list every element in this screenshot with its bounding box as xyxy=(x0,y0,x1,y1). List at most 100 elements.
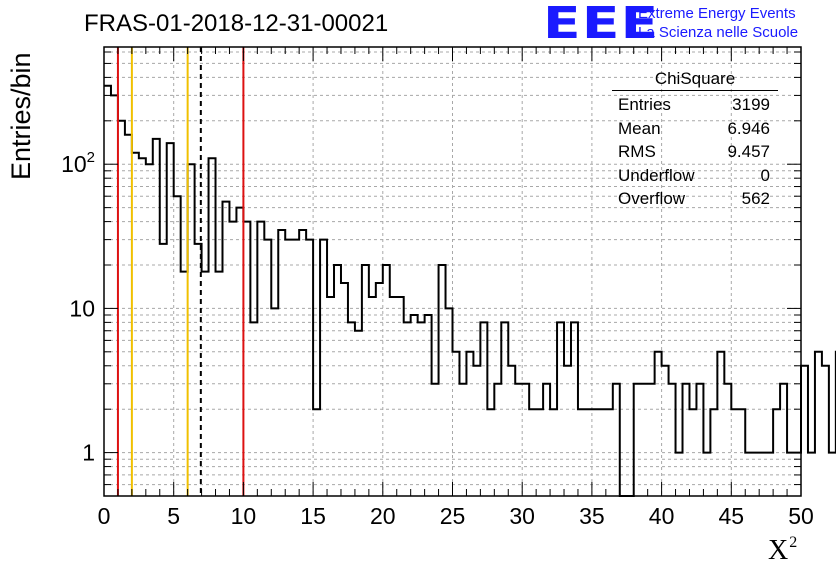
stat-row-entries: Entries 3199 xyxy=(612,93,778,117)
x-tick-label: 20 xyxy=(370,503,396,529)
stat-value: 562 xyxy=(741,189,770,208)
histogram-bin xyxy=(348,322,355,496)
histogram-bin xyxy=(696,384,703,496)
histogram-bin xyxy=(501,322,508,496)
histogram-bin xyxy=(773,409,780,496)
histogram-bin xyxy=(278,230,285,496)
histogram-bin xyxy=(731,409,738,496)
histogram-bin xyxy=(487,409,494,496)
histogram-bin xyxy=(453,352,460,496)
x-tick-label: 30 xyxy=(509,503,535,529)
histogram-bin xyxy=(292,240,299,496)
x-tick-label: 15 xyxy=(300,503,326,529)
histogram-series xyxy=(104,84,836,497)
histogram-bin xyxy=(585,409,592,496)
histogram-bin xyxy=(125,135,132,496)
histogram-bin xyxy=(473,366,480,496)
histogram-bin xyxy=(599,409,606,496)
stat-label: RMS xyxy=(618,142,656,161)
histogram-bin xyxy=(662,366,669,496)
histogram-bin xyxy=(425,315,432,496)
histogram-bin xyxy=(383,265,390,496)
histogram-bin xyxy=(522,384,529,496)
histogram-bin xyxy=(515,384,522,496)
histogram-bin xyxy=(236,208,243,496)
x-tick-label: 0 xyxy=(98,503,111,529)
stats-box-title: ChiSquare xyxy=(612,68,778,91)
histogram-bin xyxy=(181,272,188,496)
histogram-bin xyxy=(508,366,515,496)
histogram-bin xyxy=(153,139,160,496)
histogram-bin xyxy=(669,384,676,496)
histogram-bin xyxy=(829,453,836,496)
histogram-bin xyxy=(418,322,425,496)
x-tick-label: 50 xyxy=(788,503,814,529)
histogram-bin xyxy=(320,240,327,496)
histogram-bin xyxy=(550,409,557,496)
histogram-bin xyxy=(564,366,571,496)
stat-row-rms: RMS 9.457 xyxy=(612,140,778,164)
histogram-bin xyxy=(529,409,536,496)
histogram-bin xyxy=(167,143,174,496)
histogram-bin xyxy=(466,352,473,496)
histogram-bin xyxy=(480,322,487,496)
x-tick-label: 10 xyxy=(231,503,257,529)
histogram-bin xyxy=(439,265,446,496)
histogram-bin xyxy=(808,453,815,496)
histogram-bin xyxy=(766,453,773,496)
histogram-bin xyxy=(759,453,766,496)
histogram-bin xyxy=(132,153,139,496)
stat-label: Underflow xyxy=(618,165,695,185)
x-tick-label: 25 xyxy=(440,503,466,529)
histogram-bin xyxy=(306,240,313,496)
y-tick-label: 1 xyxy=(82,440,95,466)
logo-line-2: La Scienza nelle Scuole xyxy=(638,24,799,41)
x-tick-label: 5 xyxy=(167,503,180,529)
stat-value: 3199 xyxy=(732,95,770,114)
histogram-bin xyxy=(285,240,292,496)
stat-row-mean: Mean 6.946 xyxy=(612,117,778,141)
histogram-bin xyxy=(299,230,306,496)
histogram-bin xyxy=(717,352,724,496)
histogram-bin xyxy=(243,222,250,496)
y-tick-label-base: 10 xyxy=(61,151,87,177)
histogram-bin xyxy=(313,409,320,496)
x-tick-label: 35 xyxy=(579,503,605,529)
histogram-bin xyxy=(327,297,334,496)
histogram-bin xyxy=(139,158,146,496)
y-tick-label: 10 xyxy=(69,295,95,321)
histogram-bin xyxy=(209,158,216,496)
logo-caption: Extreme Energy Events La Scienza nelle S… xyxy=(638,4,798,42)
histogram-bin xyxy=(641,384,648,496)
stat-value: 6.946 xyxy=(727,118,770,138)
histogram-bin xyxy=(703,453,710,496)
histogram-bin xyxy=(264,240,271,496)
histogram-bin xyxy=(655,352,662,496)
histogram-bin xyxy=(815,352,822,496)
stat-label: Mean xyxy=(618,118,661,138)
stat-row-underflow: Underflow 0 xyxy=(612,164,778,188)
x-tick-label: 45 xyxy=(719,503,745,529)
histogram-bin xyxy=(334,265,341,496)
histogram-bin xyxy=(271,308,278,496)
logo-line-1: Extreme Energy Events xyxy=(638,5,796,22)
histogram-bin xyxy=(745,453,752,496)
histogram-bin xyxy=(216,272,223,496)
y-tick-label-base: 1 xyxy=(82,440,95,466)
histogram-bin xyxy=(571,322,578,496)
x-axis-label: X2 xyxy=(768,534,797,567)
histogram-bin xyxy=(648,384,655,496)
histogram-bin xyxy=(822,366,829,496)
histogram-bin xyxy=(689,409,696,496)
histogram-bin xyxy=(432,384,439,496)
stats-box: ChiSquare Entries 3199 Mean 6.946 RMS 9.457… xyxy=(612,68,778,211)
histogram-bin xyxy=(683,384,690,496)
histogram-bin xyxy=(592,409,599,496)
histogram-bin xyxy=(376,283,383,496)
histogram-bin xyxy=(578,409,585,496)
histogram-bin xyxy=(459,384,466,496)
stat-label: Overflow xyxy=(618,189,686,208)
histogram-bin xyxy=(257,222,264,496)
histogram-bin xyxy=(341,283,348,496)
histogram-bin xyxy=(494,384,501,496)
